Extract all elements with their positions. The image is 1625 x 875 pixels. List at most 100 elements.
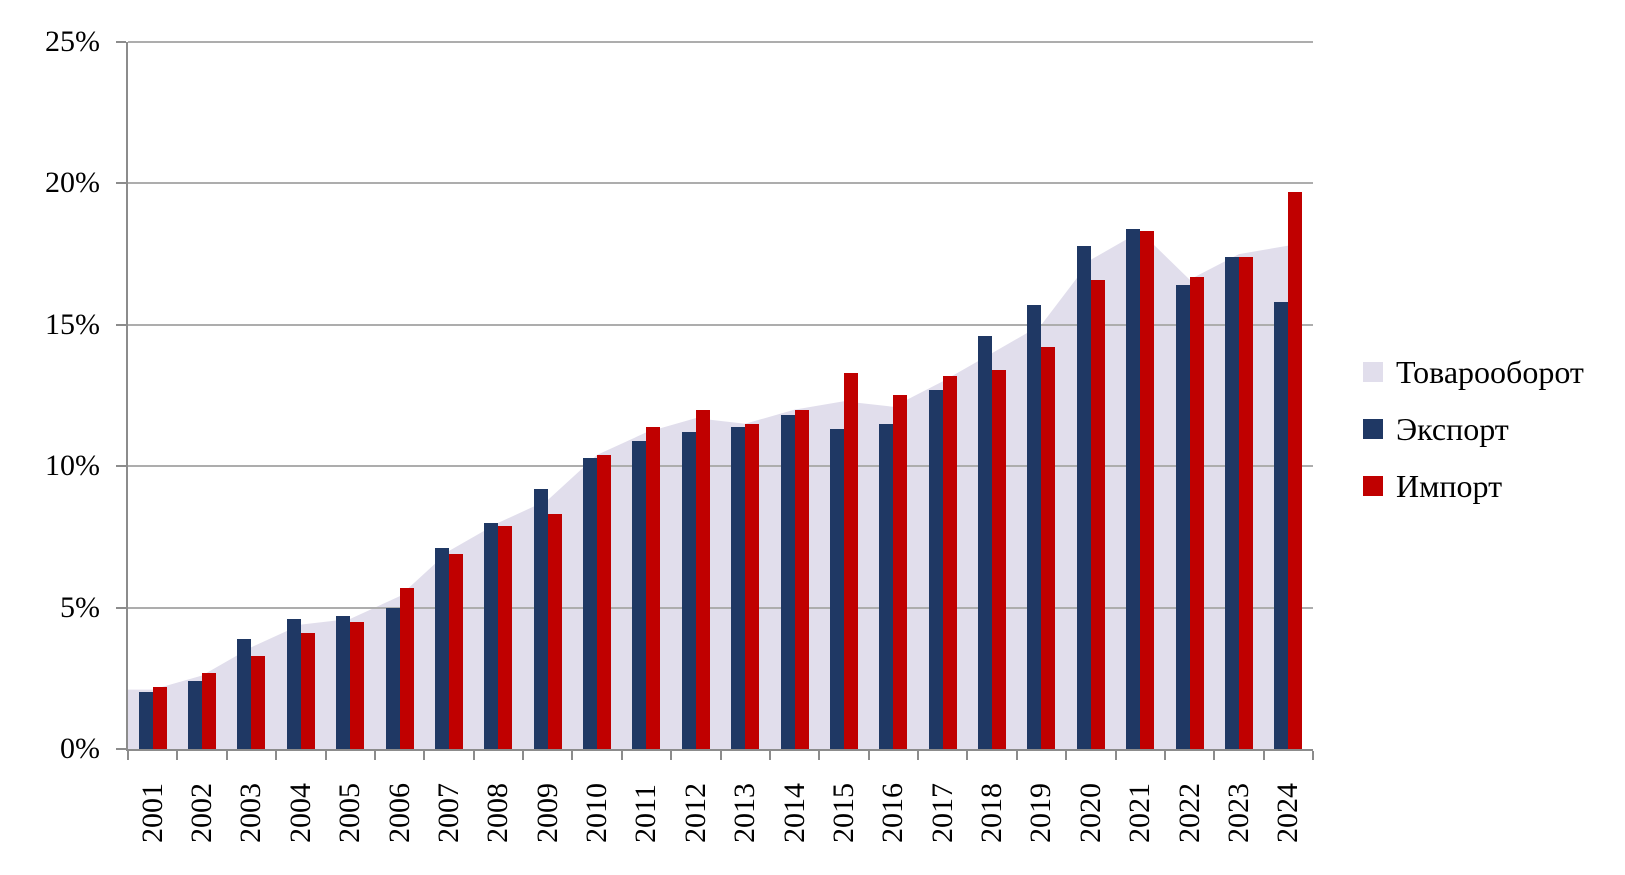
bar-import-2022: [1190, 277, 1204, 749]
x-axis-label-2009: 2009: [531, 783, 564, 843]
x-axis-label-slot-2021: 2021: [1123, 763, 1157, 843]
legend: Товарооборот Экспорт Импорт: [1363, 352, 1584, 506]
x-axis-label-2010: 2010: [580, 783, 613, 843]
x-tick-4: [325, 751, 327, 760]
bar-import-2007: [449, 554, 463, 749]
x-axis-label-2019: 2019: [1024, 783, 1057, 843]
bar-export-2004: [287, 619, 301, 749]
bar-export-2023: [1225, 257, 1239, 749]
x-axis-label-2006: 2006: [383, 783, 416, 843]
bar-export-2019: [1027, 305, 1041, 749]
x-axis-label-slot-2013: 2013: [728, 763, 762, 843]
bar-import-2019: [1041, 347, 1055, 749]
x-axis-label-slot-2014: 2014: [778, 763, 812, 843]
y-tick-0%: [116, 748, 126, 750]
y-axis-line: [126, 42, 128, 751]
gridline-10%: [128, 465, 1313, 467]
x-axis-label-2017: 2017: [926, 783, 959, 843]
bar-export-2003: [237, 639, 251, 749]
x-axis-label-slot-2023: 2023: [1222, 763, 1256, 843]
bar-import-2004: [301, 633, 315, 749]
legend-label-import: Импорт: [1396, 468, 1503, 504]
bar-import-2013: [745, 424, 759, 749]
x-tick-17: [966, 751, 968, 760]
x-axis-label-2018: 2018: [975, 783, 1008, 843]
x-tick-15: [868, 751, 870, 760]
legend-item-turnover: Товарооборот: [1363, 352, 1584, 392]
bar-import-2006: [400, 588, 414, 749]
x-axis-label-2008: 2008: [481, 783, 514, 843]
x-tick-14: [818, 751, 820, 760]
x-axis-label-slot-2003: 2003: [234, 763, 268, 843]
x-tick-0: [127, 751, 129, 760]
bar-export-2010: [583, 458, 597, 749]
x-tick-2: [226, 751, 228, 760]
bar-import-2002: [202, 673, 216, 749]
x-tick-21: [1164, 751, 1166, 760]
bar-import-2005: [350, 622, 364, 749]
bar-import-2010: [597, 455, 611, 749]
x-axis-label-slot-2015: 2015: [827, 763, 861, 843]
gridline-25%: [128, 41, 1313, 43]
export-swatch-icon: [1363, 419, 1383, 439]
x-tick-12: [720, 751, 722, 760]
legend-item-export: Экспорт: [1363, 409, 1584, 449]
gridline-15%: [128, 324, 1313, 326]
x-tick-24: [1312, 751, 1314, 760]
x-tick-7: [473, 751, 475, 760]
x-tick-16: [917, 751, 919, 760]
x-tick-6: [423, 751, 425, 760]
bar-export-2013: [731, 427, 745, 749]
x-axis-label-slot-2022: 2022: [1173, 763, 1207, 843]
x-axis-label-slot-2011: 2011: [629, 763, 663, 843]
x-tick-13: [769, 751, 771, 760]
bar-import-2017: [943, 376, 957, 749]
x-axis-label-slot-2008: 2008: [481, 763, 515, 843]
x-axis-label-2005: 2005: [333, 783, 366, 843]
x-tick-23: [1263, 751, 1265, 760]
bar-import-2001: [153, 687, 167, 749]
y-tick-15%: [116, 324, 126, 326]
x-axis-label-2020: 2020: [1074, 783, 1107, 843]
y-tick-5%: [116, 607, 126, 609]
y-tick-20%: [116, 182, 126, 184]
bar-export-2011: [632, 441, 646, 749]
bar-import-2021: [1140, 231, 1154, 749]
x-axis-label-2004: 2004: [284, 783, 317, 843]
x-tick-9: [571, 751, 573, 760]
bar-export-2016: [879, 424, 893, 749]
x-axis-label-slot-2016: 2016: [876, 763, 910, 843]
y-tick-25%: [116, 41, 126, 43]
gridline-5%: [128, 607, 1313, 609]
x-axis-label-slot-2018: 2018: [975, 763, 1009, 843]
bar-import-2015: [844, 373, 858, 749]
y-axis-label-25%: 25%: [45, 25, 100, 58]
bar-import-2009: [548, 514, 562, 749]
x-axis-label-2013: 2013: [728, 783, 761, 843]
legend-label-export: Экспорт: [1396, 411, 1509, 447]
bar-import-2020: [1091, 280, 1105, 749]
bar-import-2016: [893, 395, 907, 749]
bar-export-2014: [781, 415, 795, 749]
bar-export-2008: [484, 523, 498, 749]
x-axis-label-slot-2010: 2010: [580, 763, 614, 843]
x-tick-11: [670, 751, 672, 760]
bar-import-2003: [251, 656, 265, 749]
bar-export-2021: [1126, 229, 1140, 749]
y-axis-label-15%: 15%: [45, 308, 100, 341]
x-tick-10: [621, 751, 623, 760]
x-axis-label-2016: 2016: [876, 783, 909, 843]
x-axis-label-slot-2019: 2019: [1024, 763, 1058, 843]
y-tick-10%: [116, 465, 126, 467]
bar-import-2011: [646, 427, 660, 749]
x-tick-22: [1213, 751, 1215, 760]
bar-export-2006: [386, 608, 400, 749]
x-axis-label-slot-2006: 2006: [383, 763, 417, 843]
y-axis-label-0%: 0%: [60, 732, 100, 765]
x-tick-3: [275, 751, 277, 760]
x-axis-label-slot-2024: 2024: [1271, 763, 1305, 843]
x-axis-label-2012: 2012: [679, 783, 712, 843]
x-tick-8: [522, 751, 524, 760]
bar-export-2005: [336, 616, 350, 749]
x-axis-label-slot-2020: 2020: [1074, 763, 1108, 843]
